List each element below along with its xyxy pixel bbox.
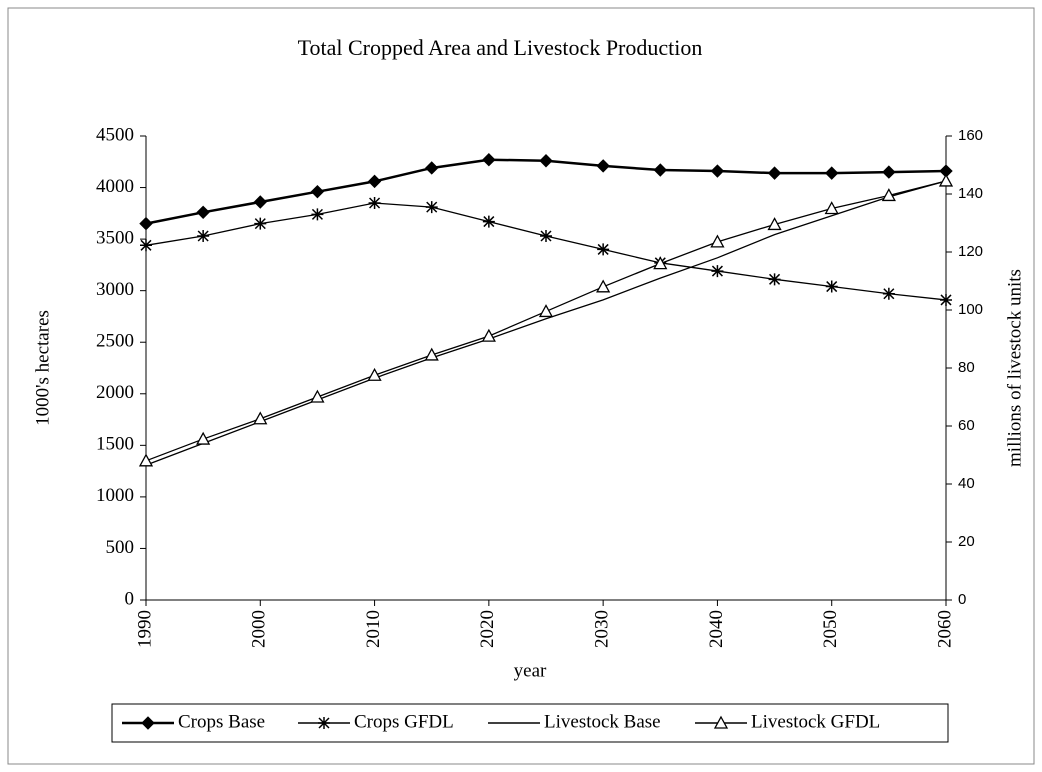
y-tick-label: 3500	[96, 227, 134, 248]
x-tick-label: 2000	[249, 610, 270, 648]
marker-triangle	[138, 453, 154, 467]
series-line	[145, 180, 947, 466]
marker-star	[711, 265, 724, 278]
y2-tick-label: 100	[958, 301, 983, 318]
marker-star	[254, 217, 267, 230]
marker-diamond	[825, 166, 839, 180]
y2-tick-label: 40	[958, 475, 975, 492]
x-tick-label: 2040	[706, 610, 727, 648]
y2-tick-label: 120	[958, 243, 983, 260]
marker-diamond	[139, 216, 153, 231]
y-tick-label: 3000	[96, 279, 134, 300]
marker-triangle	[938, 173, 954, 187]
marker-star	[768, 273, 781, 286]
y-tick-label: 2000	[96, 382, 134, 403]
x-tick-label: 2050	[820, 610, 841, 648]
marker-diamond	[539, 154, 553, 168]
y2-tick-label: 160	[958, 127, 983, 144]
marker-diamond	[482, 153, 496, 167]
x-tick-label: 1990	[134, 610, 155, 648]
marker-star	[311, 208, 324, 221]
x-axis-label: year	[514, 660, 547, 681]
legend-label: Livestock GFDL	[751, 711, 880, 732]
marker-diamond	[596, 159, 610, 173]
chart-frame	[7, 7, 1035, 765]
y2-tick-label: 80	[958, 359, 975, 376]
marker-triangle	[424, 347, 439, 361]
marker-diamond	[767, 166, 782, 180]
x-tick-label: 2030	[592, 610, 613, 648]
y2-tick-label: 0	[958, 591, 966, 608]
x-tick-label: 2020	[477, 610, 498, 648]
marker-star	[482, 215, 495, 228]
legend-label: Livestock Base	[544, 711, 661, 732]
marker-diamond	[253, 195, 267, 209]
y-tick-label: 4000	[96, 176, 134, 197]
marker-triangle	[310, 389, 325, 403]
x-tick-label: 2060	[934, 610, 955, 648]
legend-label: Crops Base	[178, 711, 265, 732]
marker-triangle	[653, 256, 668, 270]
marker-triangle	[481, 328, 496, 342]
y-tick-label: 4500	[96, 124, 134, 145]
marker-star	[825, 280, 838, 293]
marker-triangle	[710, 234, 725, 248]
y-tick-label: 1000	[96, 485, 134, 506]
marker-triangle	[824, 201, 839, 215]
marker-star	[140, 239, 152, 252]
marker-diamond	[425, 161, 439, 175]
marker-star	[597, 243, 610, 256]
y2-tick-label: 20	[958, 533, 975, 550]
marker-star	[540, 230, 552, 243]
marker-triangle	[538, 304, 554, 318]
marker-diamond	[310, 184, 325, 199]
marker-diamond	[882, 165, 896, 179]
y-tick-label: 500	[106, 537, 135, 558]
y-axis-label: 1000's hectares	[32, 310, 53, 426]
marker-diamond	[141, 716, 155, 730]
y-tick-label: 2500	[96, 331, 134, 352]
chart-title: Total Cropped Area and Livestock Product…	[298, 35, 703, 60]
y-tick-label: 0	[125, 588, 135, 609]
marker-triangle	[196, 431, 211, 445]
marker-triangle	[596, 279, 611, 293]
marker-star	[197, 230, 210, 243]
marker-triangle	[367, 367, 382, 381]
marker-diamond	[367, 174, 382, 189]
x-tick-label: 2010	[363, 610, 384, 648]
marker-star	[368, 197, 381, 210]
marker-star	[425, 201, 438, 214]
y2-tick-label: 60	[958, 417, 975, 434]
marker-triangle	[253, 411, 268, 425]
y-tick-label: 1500	[96, 434, 134, 455]
marker-star	[318, 717, 330, 729]
legend-label: Crops GFDL	[354, 711, 454, 732]
marker-diamond	[710, 164, 725, 178]
marker-triangle	[881, 188, 896, 202]
marker-star	[940, 293, 952, 306]
marker-triangle	[713, 715, 729, 729]
marker-triangle	[767, 217, 782, 231]
marker-star	[882, 287, 895, 300]
y2-tick-label: 140	[958, 185, 983, 202]
marker-diamond	[653, 163, 667, 177]
marker-diamond	[196, 205, 210, 220]
y2-axis-label: millions of livestock units	[1004, 269, 1025, 467]
